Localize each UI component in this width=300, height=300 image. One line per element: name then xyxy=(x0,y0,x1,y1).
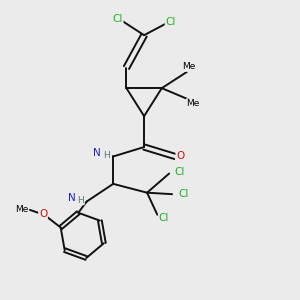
Text: O: O xyxy=(39,209,47,219)
Text: Cl: Cl xyxy=(112,14,123,24)
Text: Cl: Cl xyxy=(159,213,169,223)
Text: H: H xyxy=(77,196,84,205)
Text: H: H xyxy=(103,151,110,160)
Text: Cl: Cl xyxy=(175,167,185,177)
Text: N: N xyxy=(68,193,75,203)
Text: Me: Me xyxy=(182,62,196,71)
Text: O: O xyxy=(176,152,184,161)
Text: Me: Me xyxy=(187,99,200,108)
Text: N: N xyxy=(93,148,101,158)
Text: Cl: Cl xyxy=(179,189,189,199)
Text: Cl: Cl xyxy=(165,17,176,27)
Text: Me: Me xyxy=(15,206,28,214)
